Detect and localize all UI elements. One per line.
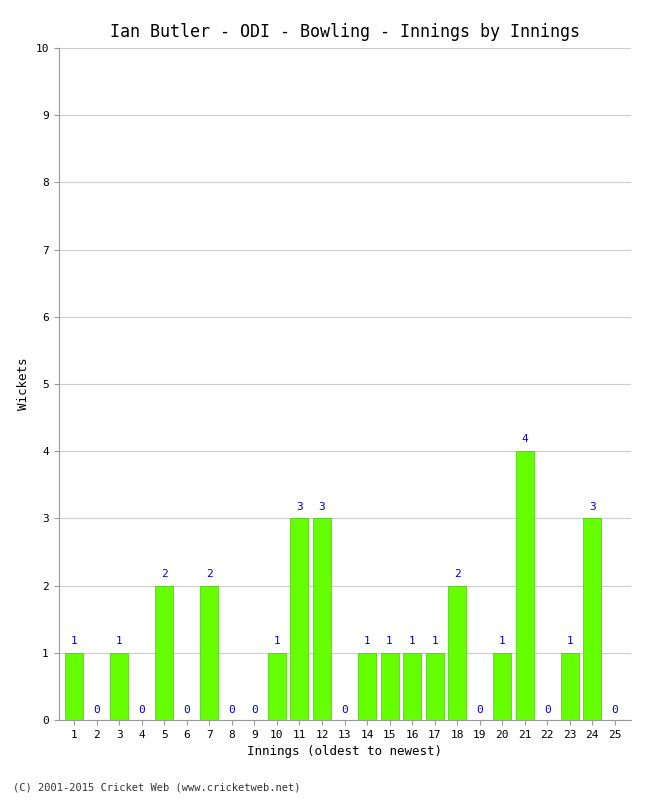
Bar	[561, 653, 579, 720]
Bar	[200, 586, 218, 720]
Text: 2: 2	[161, 569, 168, 579]
Bar	[268, 653, 286, 720]
Text: 0: 0	[229, 706, 235, 715]
Text: 1: 1	[71, 636, 77, 646]
Text: (C) 2001-2015 Cricket Web (www.cricketweb.net): (C) 2001-2015 Cricket Web (www.cricketwe…	[13, 782, 300, 792]
Text: 1: 1	[499, 636, 506, 646]
Bar	[426, 653, 443, 720]
Text: 1: 1	[566, 636, 573, 646]
Bar	[493, 653, 511, 720]
X-axis label: Innings (oldest to newest): Innings (oldest to newest)	[247, 746, 442, 758]
Bar	[380, 653, 398, 720]
Text: 2: 2	[454, 569, 460, 579]
Bar	[583, 518, 601, 720]
Bar	[155, 586, 174, 720]
Title: Ian Butler - ODI - Bowling - Innings by Innings: Ian Butler - ODI - Bowling - Innings by …	[109, 23, 580, 41]
Bar	[313, 518, 331, 720]
Text: 1: 1	[274, 636, 280, 646]
Text: 1: 1	[363, 636, 370, 646]
Bar	[448, 586, 466, 720]
Text: 2: 2	[206, 569, 213, 579]
Bar	[403, 653, 421, 720]
Text: 4: 4	[521, 434, 528, 445]
Text: 0: 0	[544, 706, 551, 715]
Text: 3: 3	[589, 502, 595, 512]
Text: 1: 1	[409, 636, 415, 646]
Text: 0: 0	[476, 706, 483, 715]
Text: 1: 1	[116, 636, 123, 646]
Text: 1: 1	[386, 636, 393, 646]
Text: 3: 3	[318, 502, 326, 512]
Text: 0: 0	[251, 706, 258, 715]
Text: 3: 3	[296, 502, 303, 512]
Text: 0: 0	[341, 706, 348, 715]
Text: 0: 0	[138, 706, 145, 715]
Text: 0: 0	[94, 706, 100, 715]
Bar	[65, 653, 83, 720]
Bar	[515, 451, 534, 720]
Bar	[358, 653, 376, 720]
Text: 0: 0	[183, 706, 190, 715]
Bar	[291, 518, 309, 720]
Y-axis label: Wickets: Wickets	[17, 358, 30, 410]
Text: 0: 0	[612, 706, 618, 715]
Text: 1: 1	[431, 636, 438, 646]
Bar	[111, 653, 128, 720]
